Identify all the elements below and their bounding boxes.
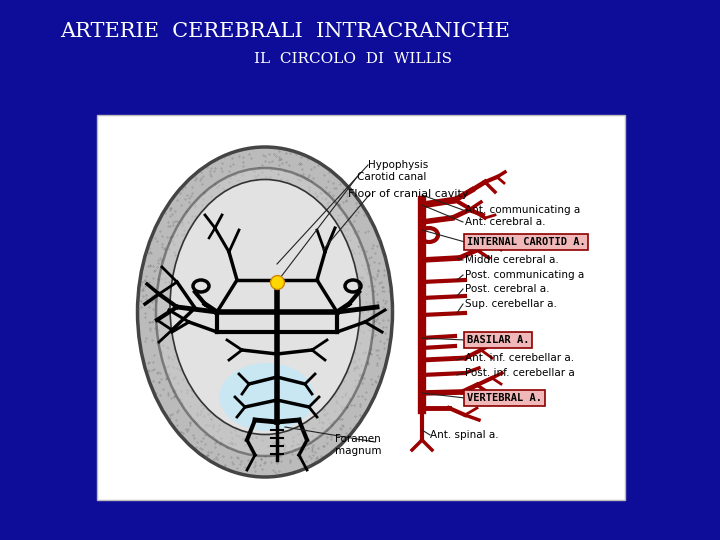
Text: Hypophysis: Hypophysis [368,160,428,170]
Ellipse shape [156,168,374,456]
Text: Ant. inf. cerebellar a.: Ant. inf. cerebellar a. [465,353,574,363]
Text: Post. inf. cerebellar a: Post. inf. cerebellar a [465,368,575,378]
Text: Middle cerebral a.: Middle cerebral a. [465,255,559,265]
Bar [97,115,625,500]
Ellipse shape [170,179,360,435]
Text: Ant. spinal a.: Ant. spinal a. [430,430,499,440]
Text: IL  CIRCOLO  DI  WILLIS: IL CIRCOLO DI WILLIS [254,52,452,66]
Text: Carotid canal: Carotid canal [357,172,426,182]
Text: BASILAR A.: BASILAR A. [467,335,529,345]
Text: INTERNAL CAROTID A.: INTERNAL CAROTID A. [467,237,586,247]
Text: VERTEBRAL A.: VERTEBRAL A. [467,393,542,403]
Text: Ant. cerebral a.: Ant. cerebral a. [465,217,546,227]
Ellipse shape [138,147,392,477]
Text: ARTERIE  CEREBRALI  INTRACRANICHE: ARTERIE CEREBRALI INTRACRANICHE [60,22,510,41]
Text: Sup. cerebellar a.: Sup. cerebellar a. [465,299,557,309]
Text: Floor of cranial cavity: Floor of cranial cavity [348,189,469,199]
Text: Post. cerebral a.: Post. cerebral a. [465,284,549,294]
Text: Post. communicating a: Post. communicating a [465,270,584,280]
Text: Foramen
magnum: Foramen magnum [335,434,382,456]
Text: Ant. communicating a: Ant. communicating a [465,205,580,215]
Ellipse shape [220,363,315,431]
